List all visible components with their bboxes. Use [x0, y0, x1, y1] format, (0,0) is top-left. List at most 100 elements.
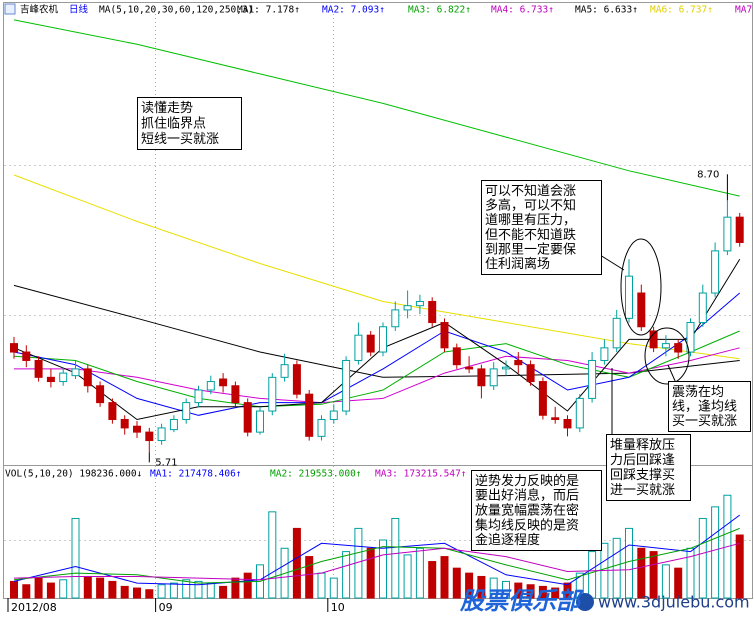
candle-body	[588, 359, 597, 399]
volume-bar	[145, 589, 154, 599]
candle-body	[157, 427, 166, 442]
volume-bar	[452, 567, 461, 599]
candle-body	[452, 347, 461, 366]
pointer-line	[667, 364, 677, 384]
candle-body	[354, 334, 363, 361]
volume-bar	[477, 575, 486, 599]
volume-bar	[83, 575, 92, 599]
candle-body	[514, 359, 523, 366]
logo	[576, 593, 594, 611]
x-tick-label: 10	[331, 601, 345, 614]
volume-bar	[588, 551, 597, 599]
annotation-text: 多高，可以不知	[485, 198, 576, 214]
candle-body	[46, 376, 55, 383]
volume-bar	[465, 572, 474, 599]
candle-body	[563, 418, 572, 429]
watermark-url: www.3djulebu.com	[598, 593, 750, 612]
volume-bar	[157, 584, 166, 599]
candle-body	[379, 326, 387, 353]
candle-body	[600, 347, 609, 361]
candle-body	[342, 359, 351, 412]
volume-header: MA1: 217478.406↑	[150, 469, 242, 480]
candle-body	[711, 250, 720, 294]
volume-header: VOL(5,10,20) 198236.000↓	[5, 469, 142, 480]
ma-value: MA2: 7.093↑	[322, 5, 385, 16]
volume-ma-line	[13, 514, 740, 586]
annotation-text: 线，逢均线	[672, 400, 737, 415]
volume-bar	[182, 579, 191, 599]
icon	[4, 3, 16, 15]
candle-body	[723, 216, 732, 252]
candle-body	[428, 300, 437, 324]
volume-bar	[502, 580, 510, 599]
candle-body	[735, 216, 744, 243]
volume-bar	[612, 537, 621, 599]
volume-bar	[661, 564, 670, 599]
ma-params: MA(5,10,20,30,60,120,250,3)	[99, 5, 253, 16]
candle-body	[674, 343, 683, 353]
annotation-text: 到那里一定要保	[485, 243, 576, 258]
candle-body	[219, 378, 228, 387]
highlight-ellipse	[620, 238, 662, 336]
volume-bar	[329, 577, 338, 599]
volume-header: MA2: 219553.000↑	[270, 469, 362, 480]
x-tick-label: 09	[159, 601, 173, 614]
annotation-text: 堆量释放压	[610, 438, 675, 453]
ma-value: MA7:	[735, 5, 754, 16]
candle-body	[59, 372, 68, 383]
watermark-brand: 股票俱乐部	[459, 587, 584, 615]
highlight-ellipse	[644, 327, 690, 385]
annotation-text: 金追逐程度	[475, 532, 540, 548]
candle-body	[612, 317, 621, 349]
volume-bar	[108, 580, 117, 599]
annotation-text: 集均线反映的是资	[475, 517, 579, 533]
volume-bar	[342, 551, 351, 599]
volume-bar	[34, 577, 43, 599]
annotation-text: 但不能不知道跌	[485, 227, 576, 243]
ma-value: MA4: 6.733↑	[491, 5, 554, 16]
candle-body	[465, 366, 474, 370]
candle-body	[206, 381, 215, 391]
ma-line	[13, 292, 741, 416]
volume-bar	[206, 582, 215, 599]
volume-bar	[649, 551, 658, 599]
candle-body	[502, 366, 510, 370]
candle-body	[231, 385, 240, 404]
volume-bar	[231, 577, 240, 599]
candle-body	[686, 322, 695, 353]
annotation-text: 要出好消息，而后	[475, 488, 579, 504]
volume-ma-line	[13, 542, 740, 581]
pointer-line	[599, 254, 625, 271]
candle-body	[145, 431, 154, 442]
candle-body	[256, 410, 264, 433]
frame	[3, 2, 753, 599]
candle-body	[133, 425, 141, 433]
volume-bar	[625, 527, 633, 599]
volume-bar	[637, 547, 646, 599]
annotation-box	[481, 180, 602, 275]
annotation-text: 震荡在均	[672, 385, 724, 400]
candle-body	[108, 402, 117, 420]
annotation-text: 逆势发力反映的是	[475, 473, 579, 489]
volume-bar	[292, 527, 301, 599]
candle-body	[317, 418, 326, 437]
candle-body	[34, 359, 43, 378]
annotation-text: 道哪里有压力，	[485, 213, 576, 228]
volume-bar	[22, 584, 31, 599]
candle-body	[661, 343, 670, 349]
candle-body	[120, 418, 129, 429]
ma-value: MA6: 6.737↑	[650, 5, 713, 16]
candle-body	[538, 381, 547, 416]
candle-body	[477, 368, 486, 387]
ma-line	[13, 19, 740, 197]
candle-body	[366, 334, 375, 353]
volume-bar	[46, 582, 55, 599]
volume-header: MA3: 173215.547↑	[375, 469, 467, 480]
annotation-box	[606, 434, 691, 501]
candle-body	[96, 385, 105, 404]
annotation-text: 回踩支撑买	[610, 468, 675, 483]
annotation-text: 买一买就涨	[672, 414, 737, 429]
candle-body	[415, 300, 424, 307]
candle-body	[169, 418, 178, 431]
